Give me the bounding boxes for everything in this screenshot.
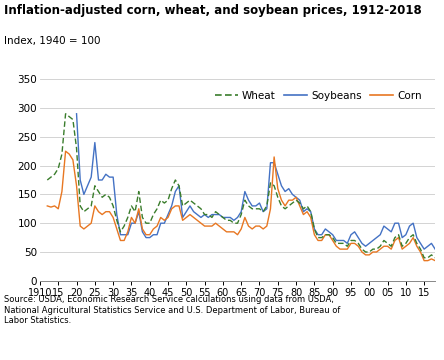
Wheat [421,256,427,260]
Corn [432,258,438,263]
Wheat [165,198,170,202]
Soybeans [158,221,163,225]
Corn [323,233,328,237]
Corn [165,215,170,220]
Soybeans [432,247,438,251]
Soybeans [421,247,427,251]
Corn [44,204,50,208]
Line: Corn: Corn [47,151,435,261]
Corn [392,238,397,243]
Soybeans [264,207,270,211]
Soybeans [184,210,189,214]
Wheat [359,247,365,251]
Soybeans [356,235,361,240]
Wheat [341,241,346,246]
Corn [411,235,416,240]
Wheat [44,178,50,182]
Wheat [432,256,438,260]
Corn [63,149,68,153]
Corn [359,250,365,254]
Corn [421,258,427,263]
Corn [341,247,346,251]
Wheat [63,112,68,116]
Soybeans [74,112,79,116]
Wheat [323,233,328,237]
Text: Inflation-adjusted corn, wheat, and soybean prices, 1912-2018: Inflation-adjusted corn, wheat, and soyb… [4,4,422,17]
Soybeans [169,204,174,208]
Wheat [392,235,397,240]
Soybeans [253,204,258,208]
Text: Source: USDA, Economic Research Service calculations using data from USDA,
Natio: Source: USDA, Economic Research Service … [4,295,341,325]
Line: Soybeans: Soybeans [76,114,435,249]
Line: Wheat: Wheat [47,114,435,258]
Wheat [411,233,416,237]
Legend: Wheat, Soybeans, Corn: Wheat, Soybeans, Corn [211,86,426,105]
Text: Index, 1940 = 100: Index, 1940 = 100 [4,36,101,46]
